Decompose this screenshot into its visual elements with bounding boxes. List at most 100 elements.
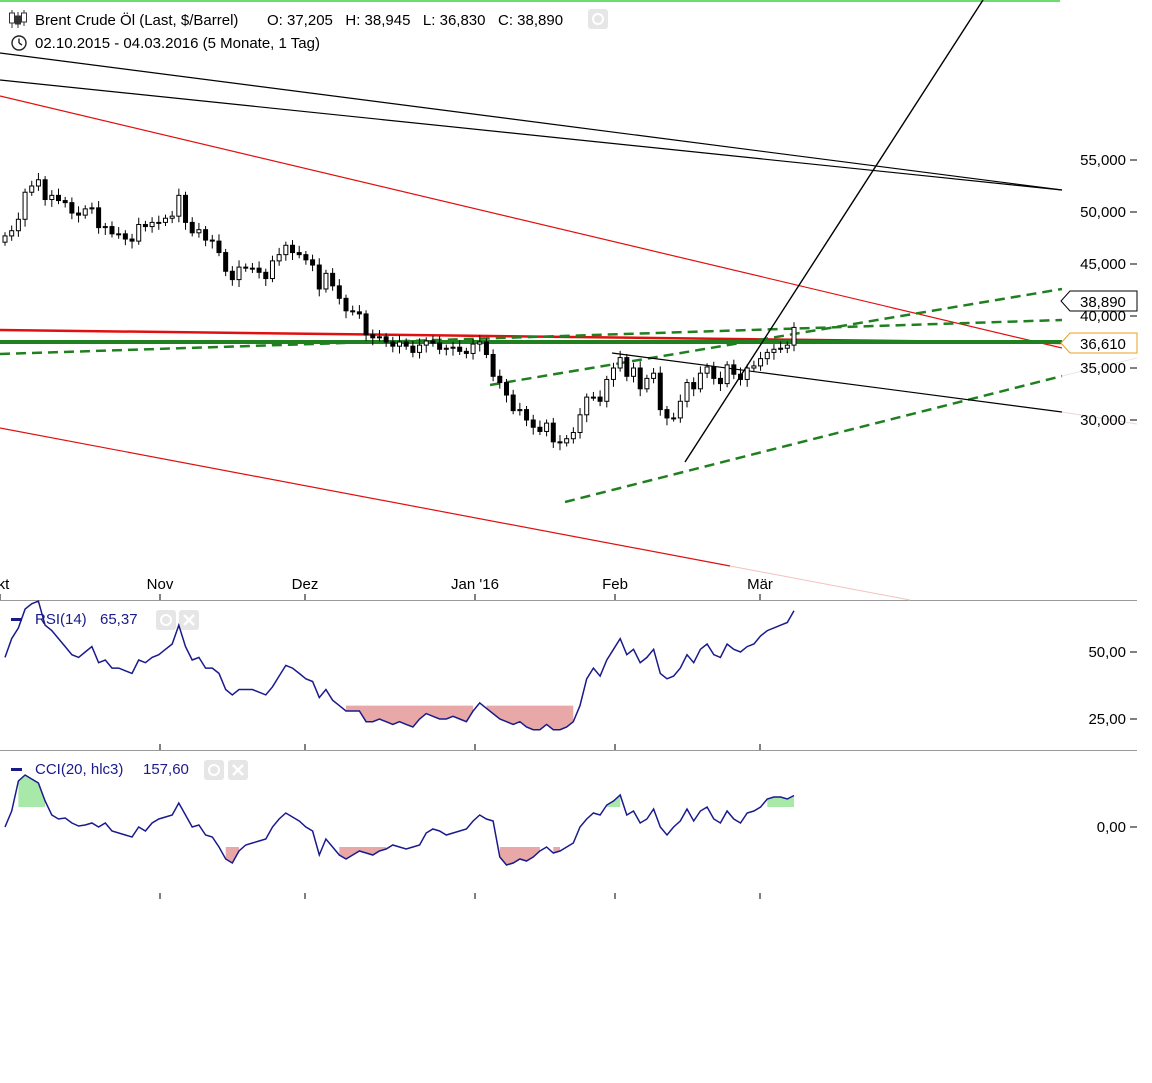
candle-body bbox=[330, 272, 336, 287]
candle-body bbox=[443, 347, 449, 350]
candle-body bbox=[731, 364, 737, 375]
candle-body bbox=[570, 431, 576, 440]
rsi-line bbox=[4, 600, 795, 731]
candle-body bbox=[336, 285, 342, 299]
candle-body bbox=[263, 271, 269, 280]
candle-body bbox=[651, 372, 657, 379]
candle-body bbox=[356, 311, 362, 315]
candle-body bbox=[503, 382, 509, 396]
candle-body bbox=[644, 377, 650, 390]
candle-body bbox=[116, 233, 122, 236]
dashed-green-channel-2 bbox=[489, 287, 1063, 387]
candle-body bbox=[584, 396, 590, 416]
candle-body bbox=[530, 419, 536, 428]
candle-body bbox=[677, 400, 683, 419]
candle-body bbox=[524, 409, 530, 421]
rsi-y-axis: 50,00 25,00 bbox=[1088, 644, 1137, 728]
ohlc-values: O: 37,205 H: 38,945 L: 36,830 C: 38,890 bbox=[267, 12, 563, 29]
trendline-black-upper bbox=[0, 52, 1063, 191]
cci-oversold-fill bbox=[225, 847, 239, 863]
price-y-tick-label: 50,000 bbox=[1080, 204, 1126, 221]
rsi-x-ticks bbox=[159, 744, 761, 750]
price-y-tick-label: 55,000 bbox=[1080, 152, 1126, 169]
candle-body bbox=[771, 348, 777, 353]
price-x-tick-label: Okt bbox=[0, 576, 10, 593]
trendline-black-steep bbox=[684, 0, 984, 463]
candle-body bbox=[310, 259, 316, 266]
candle-body bbox=[183, 194, 189, 223]
candle-body bbox=[437, 342, 443, 350]
marker-price-label: 36,610 bbox=[1080, 336, 1126, 353]
candle-body bbox=[49, 194, 55, 201]
candle-body bbox=[697, 372, 703, 390]
candle-body bbox=[724, 364, 730, 385]
rsi-y-tick-label: 25,00 bbox=[1088, 711, 1126, 728]
cci-close-icon[interactable] bbox=[228, 760, 248, 780]
candle-body bbox=[463, 350, 469, 354]
candle-body bbox=[69, 202, 75, 214]
candle-body bbox=[617, 357, 623, 369]
candle-body bbox=[243, 266, 249, 269]
candle-body bbox=[784, 344, 790, 349]
candle-body bbox=[390, 341, 396, 347]
candle-body bbox=[149, 221, 155, 228]
cci-title: CCI(20, hlc3) bbox=[35, 761, 123, 778]
candle-body bbox=[269, 260, 275, 280]
settings-icon[interactable] bbox=[588, 9, 608, 29]
cci-oversold-fill bbox=[339, 847, 387, 859]
trendline-red-upper bbox=[0, 95, 1063, 349]
candle-body bbox=[283, 244, 289, 256]
candle-body bbox=[564, 438, 570, 444]
candle-body bbox=[35, 179, 41, 187]
rsi-close-icon[interactable] bbox=[179, 610, 199, 630]
rsi-settings-icon[interactable] bbox=[156, 610, 176, 630]
candle-body bbox=[517, 409, 523, 412]
candle-body bbox=[189, 221, 195, 234]
price-x-tick-label: Jan '16 bbox=[451, 576, 499, 593]
candle-body bbox=[778, 347, 784, 350]
candle-body bbox=[470, 343, 476, 354]
rsi-y-tick-label: 50,00 bbox=[1088, 644, 1126, 661]
candle-body bbox=[129, 238, 135, 242]
price-x-tick-label: Dez bbox=[292, 576, 319, 593]
candle-body bbox=[223, 252, 229, 272]
cci-oversold-fill bbox=[553, 847, 560, 853]
dashed-green-channel-3 bbox=[564, 374, 1063, 504]
header: Brent Crude Öl (Last, $/Barrel) O: 37,20… bbox=[9, 9, 608, 52]
candle-body bbox=[62, 200, 68, 204]
cci-settings-icon[interactable] bbox=[204, 760, 224, 780]
candle-body bbox=[55, 194, 61, 202]
candle-body bbox=[350, 310, 356, 313]
candle-body bbox=[423, 340, 429, 346]
candle-body bbox=[510, 394, 516, 412]
candle-body bbox=[744, 367, 750, 380]
cci-line bbox=[4, 774, 795, 866]
candle-body bbox=[791, 326, 797, 346]
candle-body bbox=[290, 244, 296, 254]
candle-body bbox=[704, 366, 710, 374]
candle-body bbox=[22, 191, 28, 220]
last-price-tag: 38,890 bbox=[1060, 290, 1138, 312]
candle-body bbox=[537, 426, 543, 432]
candle-body bbox=[142, 223, 148, 228]
candle-body bbox=[457, 346, 463, 352]
candle-body bbox=[544, 422, 550, 432]
candle-body bbox=[2, 235, 8, 243]
date-range: 02.10.2015 - 04.03.2016 (5 Monate, 1 Tag… bbox=[35, 35, 320, 52]
candle-body bbox=[717, 377, 723, 385]
candle-body bbox=[276, 254, 282, 262]
candle-body bbox=[136, 223, 142, 242]
candle-body bbox=[196, 229, 202, 234]
price-y-axis: 55,000 50,000 45,000 40,000 35,000 30,000 bbox=[1080, 152, 1137, 429]
candle-body bbox=[483, 341, 489, 355]
candle-body bbox=[343, 297, 349, 312]
clock-icon bbox=[11, 35, 27, 51]
price-candles bbox=[2, 173, 797, 451]
candle-body bbox=[490, 353, 496, 377]
price-x-tick-label: Nov bbox=[147, 576, 174, 593]
trendline-red-lower bbox=[0, 427, 731, 567]
candle-body bbox=[236, 266, 242, 281]
candle-body bbox=[256, 267, 262, 273]
cci-panel: CCI(20, hlc3) 157,60 0,00 bbox=[4, 760, 1137, 899]
candle-body bbox=[82, 208, 88, 216]
